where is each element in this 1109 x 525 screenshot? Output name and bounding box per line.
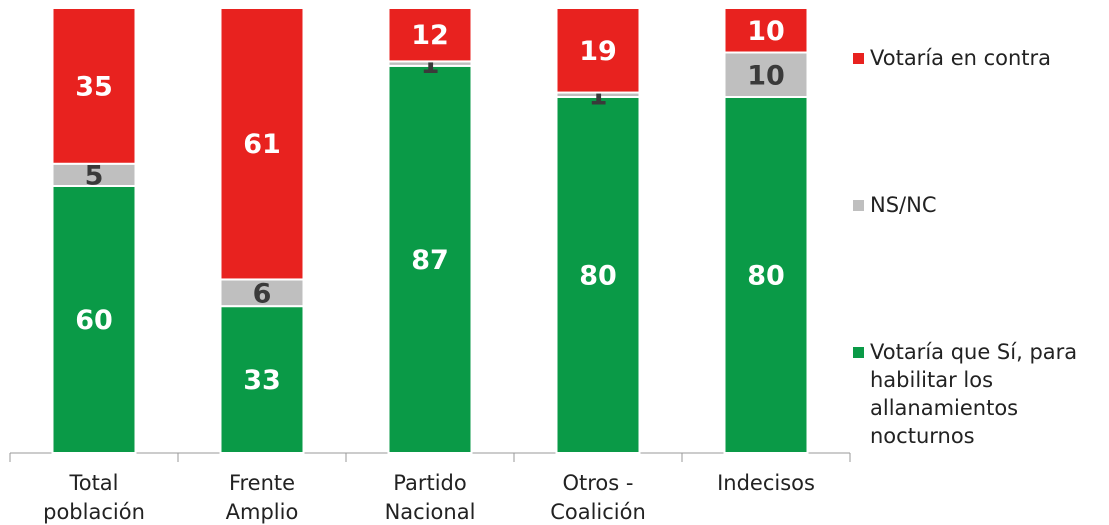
bar-segment bbox=[219, 7, 305, 281]
legend-label: Votaría que Sí, para habilitar los allan… bbox=[870, 340, 1078, 448]
x-tick-label: población bbox=[43, 500, 145, 524]
value-label: 80 bbox=[579, 261, 617, 292]
bar-segment bbox=[219, 305, 305, 454]
value-label: 10 bbox=[747, 16, 785, 47]
value-label: 35 bbox=[75, 71, 113, 102]
value-label: 5 bbox=[85, 160, 104, 191]
value-label: 10 bbox=[747, 60, 785, 91]
legend-label: Votaría en contra bbox=[870, 46, 1052, 70]
x-tick-label: Frente bbox=[229, 471, 295, 495]
value-label: 33 bbox=[243, 365, 281, 396]
x-tick-label: Indecisos bbox=[717, 471, 815, 495]
x-tick-label: Otros - bbox=[563, 471, 634, 495]
legend-swatch bbox=[853, 200, 864, 211]
bar-segment bbox=[723, 51, 809, 98]
bar-segment bbox=[51, 185, 137, 454]
bar-segment bbox=[555, 96, 641, 454]
legend-swatch bbox=[853, 347, 864, 358]
x-tick-label: Coalición bbox=[550, 500, 646, 524]
legend-label: NS/NC bbox=[870, 193, 937, 217]
x-tick-label: Amplio bbox=[226, 500, 299, 524]
legend-item: Votaría en contra bbox=[853, 44, 1103, 72]
bar-segment bbox=[387, 7, 473, 63]
bar-segment bbox=[723, 7, 809, 54]
bar-segment bbox=[387, 64, 473, 454]
value-label: 87 bbox=[411, 245, 449, 276]
value-label: 12 bbox=[411, 20, 449, 51]
legend-swatch bbox=[853, 53, 864, 64]
value-label: 19 bbox=[579, 36, 617, 67]
x-tick-label: Nacional bbox=[385, 500, 476, 524]
x-tick-label: Total bbox=[68, 471, 118, 495]
legend-item: Votaría que Sí, para habilitar los allan… bbox=[853, 338, 1103, 450]
value-label: 6 bbox=[253, 278, 272, 309]
legend-item: NS/NC bbox=[853, 191, 1103, 219]
value-label: 61 bbox=[243, 129, 281, 160]
bar-segment bbox=[51, 7, 137, 165]
value-label: 60 bbox=[75, 305, 113, 336]
x-tick-label: Partido bbox=[393, 471, 466, 495]
bar-segment bbox=[555, 7, 641, 94]
bar-segment bbox=[219, 278, 305, 308]
value-label: 80 bbox=[747, 261, 785, 292]
